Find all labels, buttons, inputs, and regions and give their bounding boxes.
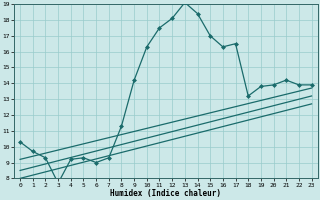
X-axis label: Humidex (Indice chaleur): Humidex (Indice chaleur): [110, 189, 221, 198]
